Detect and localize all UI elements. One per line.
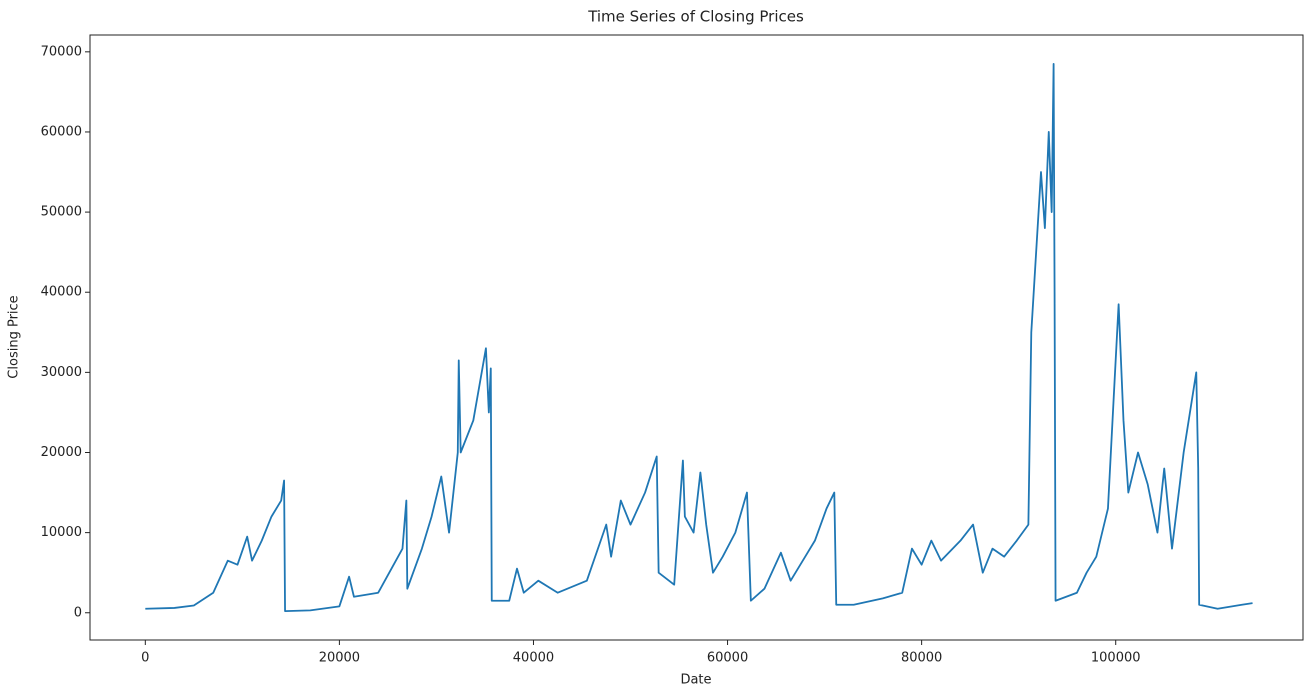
x-tick-label: 40000 xyxy=(513,651,554,666)
y-tick-label: 20000 xyxy=(41,445,82,460)
y-tick-label: 10000 xyxy=(41,525,82,540)
x-tick-label: 100000 xyxy=(1091,651,1141,666)
x-tick-label: 80000 xyxy=(901,651,942,666)
y-tick-label: 70000 xyxy=(41,44,82,59)
plot-frame xyxy=(89,34,1304,641)
x-tick-label: 60000 xyxy=(707,651,748,666)
x-tick-label: 0 xyxy=(141,651,149,666)
y-tick-label: 0 xyxy=(74,605,82,620)
chart-title: Time Series of Closing Prices xyxy=(587,8,804,26)
y-axis-label: Closing Price xyxy=(7,295,22,378)
line-series xyxy=(145,62,1253,613)
x-tick-label: 20000 xyxy=(319,651,360,666)
y-tick-label: 40000 xyxy=(41,285,82,300)
x-axis-label: Date xyxy=(680,673,711,688)
y-tick-label: 30000 xyxy=(41,365,82,380)
y-tick-label: 60000 xyxy=(41,124,82,139)
y-tick-label: 50000 xyxy=(41,205,82,220)
